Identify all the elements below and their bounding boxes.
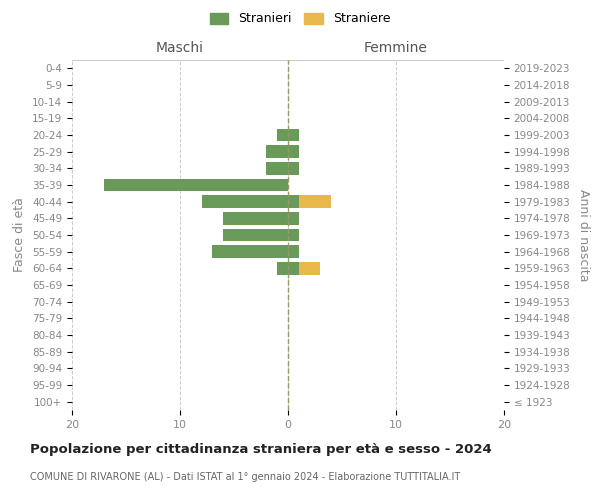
Bar (223, 212, 288, 224)
Bar (223, 229, 288, 241)
Bar (288, 262, 299, 274)
Bar (288, 129, 299, 141)
Bar (104, 179, 288, 192)
Bar (277, 262, 288, 274)
Bar (288, 246, 299, 258)
Bar (288, 146, 299, 158)
Y-axis label: Fasce di età: Fasce di età (13, 198, 26, 272)
Y-axis label: Anni di nascita: Anni di nascita (577, 188, 590, 281)
Bar (266, 162, 288, 174)
Bar (202, 196, 288, 208)
Text: Popolazione per cittadinanza straniera per età e sesso - 2024: Popolazione per cittadinanza straniera p… (30, 442, 492, 456)
Bar (299, 196, 331, 208)
Bar (299, 262, 320, 274)
Bar (288, 196, 299, 208)
Bar (277, 129, 288, 141)
Legend: Stranieri, Straniere: Stranieri, Straniere (206, 8, 394, 29)
Bar (266, 146, 288, 158)
Bar (212, 246, 288, 258)
Bar (288, 229, 299, 241)
Text: Femmine: Femmine (364, 41, 428, 55)
Bar (288, 162, 299, 174)
Text: Maschi: Maschi (156, 41, 204, 55)
Bar (288, 212, 299, 224)
Text: COMUNE DI RIVARONE (AL) - Dati ISTAT al 1° gennaio 2024 - Elaborazione TUTTITALI: COMUNE DI RIVARONE (AL) - Dati ISTAT al … (30, 472, 460, 482)
